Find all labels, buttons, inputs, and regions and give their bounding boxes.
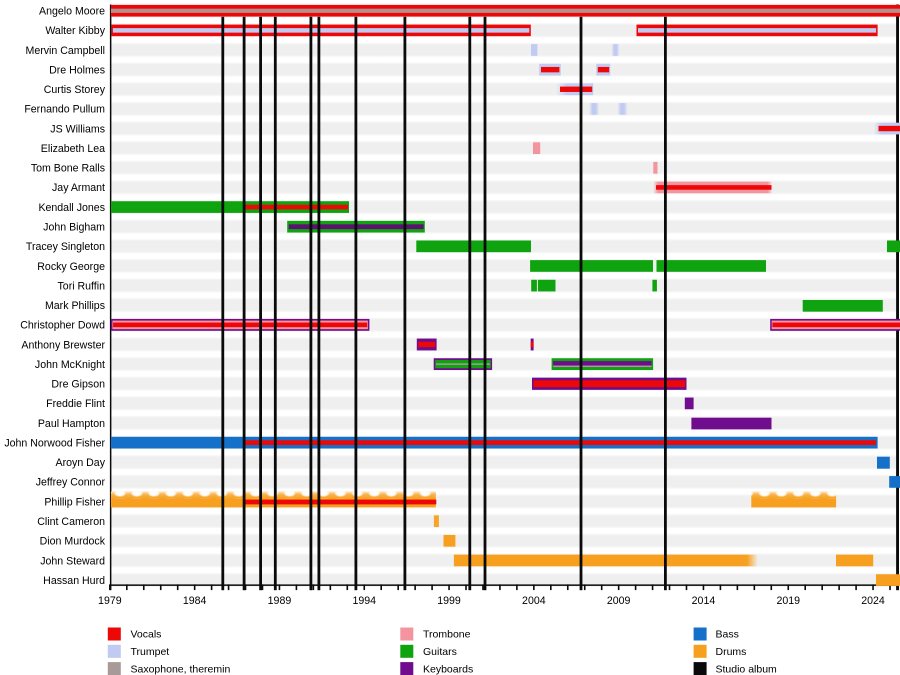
svg-text:Drums: Drums: [716, 646, 747, 658]
svg-text:Dre Holmes: Dre Holmes: [49, 64, 105, 76]
svg-text:Paul Hampton: Paul Hampton: [38, 418, 105, 430]
svg-text:Tracey Singleton: Tracey Singleton: [26, 241, 105, 253]
svg-text:2024: 2024: [861, 595, 885, 607]
svg-text:Hassan Hurd: Hassan Hurd: [43, 575, 105, 587]
svg-text:Curtis Storey: Curtis Storey: [44, 84, 106, 96]
svg-text:JS Williams: JS Williams: [50, 123, 105, 135]
svg-text:Jeffrey Connor: Jeffrey Connor: [36, 477, 106, 489]
svg-text:1979: 1979: [98, 595, 122, 607]
svg-text:Dion Murdock: Dion Murdock: [40, 536, 106, 548]
svg-text:John McKnight: John McKnight: [35, 359, 105, 371]
svg-text:Guitars: Guitars: [423, 646, 457, 658]
svg-text:Tom Bone Ralls: Tom Bone Ralls: [31, 163, 105, 175]
svg-text:Keyboards: Keyboards: [423, 663, 473, 675]
svg-text:Mark Phillips: Mark Phillips: [45, 300, 105, 312]
svg-text:John Steward: John Steward: [40, 555, 105, 567]
svg-text:Angelo Moore: Angelo Moore: [39, 6, 105, 18]
svg-text:Christopher Dowd: Christopher Dowd: [20, 320, 105, 332]
svg-text:2009: 2009: [607, 595, 631, 607]
svg-text:2004: 2004: [522, 595, 546, 607]
svg-text:1994: 1994: [352, 595, 376, 607]
svg-text:Freddie Flint: Freddie Flint: [46, 398, 105, 410]
svg-text:John Norwood Fisher: John Norwood Fisher: [4, 437, 105, 449]
svg-text:Fernando Pullum: Fernando Pullum: [24, 104, 105, 116]
svg-text:Studio album: Studio album: [716, 663, 778, 675]
svg-text:2014: 2014: [692, 595, 716, 607]
svg-text:2019: 2019: [776, 595, 800, 607]
svg-text:Aroyn Day: Aroyn Day: [56, 457, 106, 469]
svg-text:Anthony Brewster: Anthony Brewster: [21, 339, 105, 351]
svg-text:Saxophone, theremin: Saxophone, theremin: [131, 663, 231, 675]
svg-text:Walter Kibby: Walter Kibby: [45, 25, 105, 37]
svg-text:1984: 1984: [183, 595, 207, 607]
svg-text:Trumpet: Trumpet: [131, 646, 170, 658]
svg-text:Rocky George: Rocky George: [37, 261, 105, 273]
svg-text:1989: 1989: [268, 595, 292, 607]
svg-text:Jay Armant: Jay Armant: [52, 182, 105, 194]
svg-text:Trombone: Trombone: [423, 629, 471, 641]
svg-text:Mervin Campbell: Mervin Campbell: [26, 45, 105, 57]
svg-text:Kendall Jones: Kendall Jones: [38, 202, 105, 214]
svg-text:Elizabeth Lea: Elizabeth Lea: [41, 143, 105, 155]
svg-text:John Bigham: John Bigham: [43, 222, 105, 234]
svg-text:Vocals: Vocals: [131, 629, 162, 641]
svg-text:Clint Cameron: Clint Cameron: [37, 516, 105, 528]
svg-text:Bass: Bass: [716, 629, 739, 641]
svg-text:Tori Ruffin: Tori Ruffin: [58, 280, 106, 292]
svg-text:1999: 1999: [437, 595, 461, 607]
svg-text:Phillip Fisher: Phillip Fisher: [44, 496, 105, 508]
svg-text:Dre Gipson: Dre Gipson: [51, 379, 105, 391]
